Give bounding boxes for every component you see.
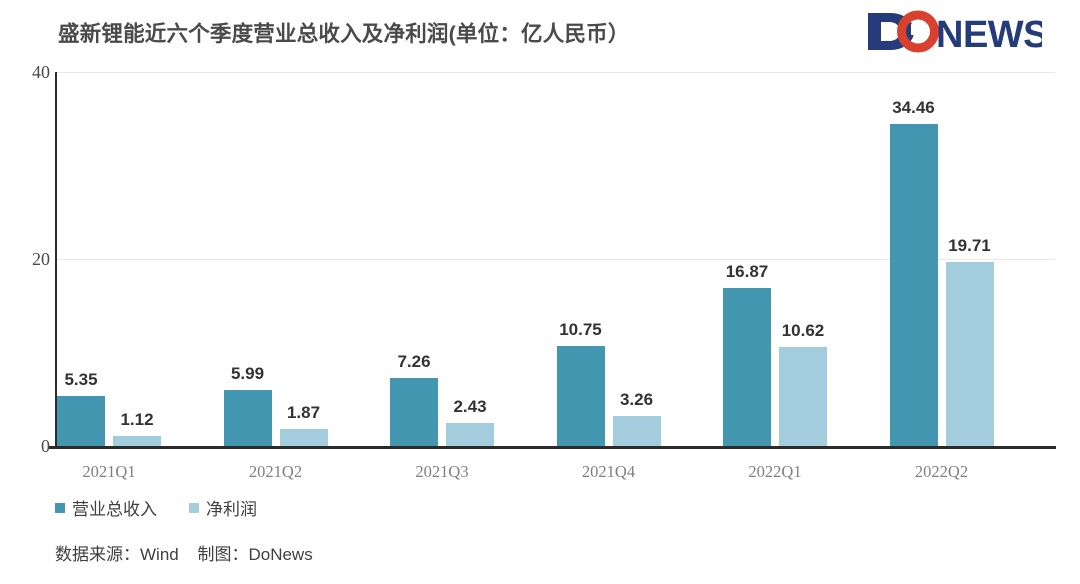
bar-2022Q2-profit[interactable] [945,261,994,446]
bar-series-container: 5.35 1.12 5.99 1.87 7.26 2.43 10.75 3.26 16.87 10… [0,62,1080,462]
logo-circle-o [897,10,939,53]
chart-header: 盛新锂能近六个季度营业总收入及净利润(单位：亿人民币） NEWS [0,0,1080,62]
bar-value-label: 1.87 [286,402,321,422]
legend-label-profit: 净利润 [206,500,257,519]
category-label-2021Q2: 2021Q2 [248,462,303,481]
legend-label-revenue: 营业总收入 [72,500,157,519]
y-tick-40: 40 [32,62,50,82]
bar-value-label: 5.99 [230,364,265,383]
bar-value-label: 10.75 [559,319,602,339]
category-label-2022Q1: 2022Q1 [748,462,802,481]
bar-value-label: 2.43 [453,397,487,417]
y-tick-0: 0 [41,436,50,456]
bar-group: 34.46 19.71 [889,76,994,446]
category-label-2021Q4: 2021Q4 [581,462,636,481]
bar-group: 16.87 10.62 [723,76,827,446]
bar-2021Q2-revenue[interactable] [223,390,272,446]
bar-value-label: 5.35 [64,369,98,389]
bar-2022Q2-revenue[interactable] [889,123,938,446]
legend-item-revenue[interactable]: 营业总收入 [55,495,157,520]
category-label-2021Q1: 2021Q1 [82,462,136,481]
bar-2022Q1-profit[interactable] [779,346,827,446]
chart-legend: 营业总收入 净利润 [55,495,289,520]
bar-2022Q1-revenue[interactable] [723,288,771,446]
bar-2021Q1-revenue[interactable] [57,395,105,446]
bar-value-label: 1.12 [120,409,154,429]
chart-footer: 数据来源：Wind 制图：DoNews [55,540,327,565]
bar-group: 7.26 2.43 [390,76,494,446]
logo-text-news: NEWS [936,14,1042,54]
bar-2021Q4-profit[interactable] [612,415,661,446]
legend-swatch-revenue [55,502,65,513]
legend-item-profit[interactable]: 净利润 [189,495,257,520]
bar-value-label: 16.87 [725,262,769,282]
bar-2021Q3-revenue[interactable] [390,378,438,446]
bar-2021Q2-profit[interactable] [279,428,328,446]
speech-bubble-icon [911,24,926,41]
bar-group: 5.35 1.12 [57,76,161,446]
page-title: 盛新锂能近六个季度营业总收入及净利润(单位：亿人民币） [58,22,630,46]
donews-logo: NEWS [864,10,1049,56]
donews-logo-svg: NEWS [868,10,1049,56]
bar-value-label: 7.26 [397,352,431,372]
bar-value-label: 3.26 [619,389,654,409]
bar-2021Q3-profit[interactable] [446,423,494,446]
gridline-20 [56,259,1055,260]
category-label-2022Q2: 2022Q2 [914,462,969,481]
plot-area: 40 20 0 5.35 1.12 5.99 1.87 7.26 2.43 10.75 3.2… [0,62,1080,462]
bar-value-label: 10.62 [781,320,825,340]
category-label-2021Q3: 2021Q3 [415,462,469,481]
y-tick-20: 20 [32,249,50,269]
bar-value-label: 34.46 [892,97,935,117]
bar-value-label: 19.71 [948,235,991,255]
data-source-label: 数据来源：Wind [55,545,179,564]
bar-2021Q4-revenue[interactable] [556,345,605,446]
x-axis-line [48,446,1056,449]
bar-group: 5.99 1.87 [223,76,328,446]
x-axis-categories: 2021Q1 2021Q2 2021Q3 2021Q4 2022Q1 2022Q2 [0,462,1080,490]
y-axis-ticks: 40 20 0 [0,62,50,462]
legend-swatch-profit [189,502,199,513]
credit-label: 制图：DoNews [197,545,313,564]
bar-2021Q1-profit[interactable] [113,435,161,446]
bar-group: 10.75 3.26 [556,76,661,446]
y-axis-line [55,72,57,449]
gridline-40 [56,72,1055,73]
